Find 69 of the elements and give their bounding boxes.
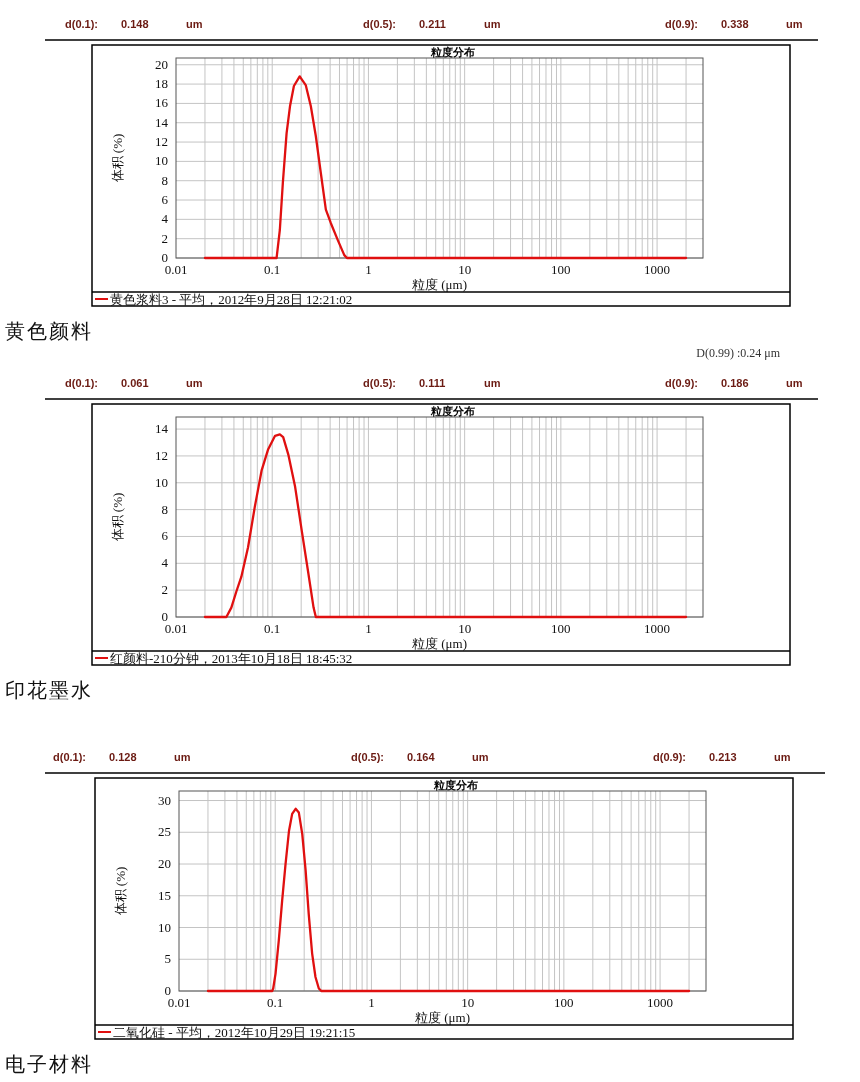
y-tick-label: 12 xyxy=(155,447,168,463)
text: d(0.9): 0.213 um xyxy=(653,751,791,763)
y-axis-title: 体积 (%) xyxy=(110,133,125,183)
x-tick-label: 0.1 xyxy=(264,262,281,277)
y-tick-label: 4 xyxy=(161,555,169,571)
y-axis-title: 体积 (%) xyxy=(110,492,125,542)
x-tick-label: 0.1 xyxy=(264,621,281,636)
y-tick-label: 2 xyxy=(161,230,168,246)
text: d(0.9): 0.338 um xyxy=(665,18,803,30)
text: d(0.1): 0.061 um xyxy=(65,377,203,389)
x-tick-label: 0.01 xyxy=(164,262,188,277)
text: D(0.99) :0.24 μm xyxy=(696,346,781,360)
text: 电子材料 xyxy=(5,1053,93,1075)
x-tick-label: 10 xyxy=(458,621,472,636)
y-tick-label: 2 xyxy=(161,582,168,598)
x-axis-title: 粒度 (μm) xyxy=(412,277,467,292)
x-tick-label: 1000 xyxy=(647,995,674,1010)
x-tick-label: 100 xyxy=(554,995,574,1010)
y-tick-label: 15 xyxy=(158,887,171,903)
y-tick-label: 20 xyxy=(158,856,171,872)
x-axis-title: 粒度 (μm) xyxy=(415,1010,470,1025)
y-tick-label: 10 xyxy=(155,474,168,490)
x-tick-label: 1 xyxy=(368,995,375,1010)
y-tick-label: 5 xyxy=(164,951,171,967)
x-axis-title: 粒度 (μm) xyxy=(412,636,467,651)
y-tick-label: 14 xyxy=(155,421,169,437)
x-tick-label: 100 xyxy=(551,621,571,636)
x-tick-label: 0.01 xyxy=(164,621,188,636)
y-tick-label: 30 xyxy=(158,792,171,808)
legend-label: 红颜料-210分钟，2013年10月18日 18:45:32 xyxy=(110,651,353,666)
y-tick-label: 8 xyxy=(161,501,168,517)
x-tick-label: 1 xyxy=(365,262,372,277)
y-axis-title: 体积 (%) xyxy=(113,866,128,916)
y-tick-label: 12 xyxy=(155,134,168,150)
x-tick-label: 1000 xyxy=(644,621,671,636)
y-tick-label: 0 xyxy=(161,250,168,265)
y-tick-label: 6 xyxy=(161,528,169,544)
x-tick-label: 10 xyxy=(458,262,472,277)
x-tick-label: 1 xyxy=(365,621,372,636)
chart-title: 粒度分布 xyxy=(432,779,478,791)
y-tick-label: 25 xyxy=(158,824,171,840)
text: d(0.9): 0.186 um xyxy=(665,377,803,389)
text: 黄色颜料 xyxy=(5,320,93,342)
y-tick-label: 10 xyxy=(158,919,171,935)
y-tick-label: 18 xyxy=(155,76,168,92)
x-tick-label: 100 xyxy=(551,262,571,277)
y-tick-label: 16 xyxy=(155,95,169,111)
y-tick-label: 20 xyxy=(155,56,168,72)
chart-title: 粒度分布 xyxy=(429,405,475,417)
text: d(0.5): 0.211 um xyxy=(363,18,501,30)
text: d(0.5): 0.164 um xyxy=(351,751,489,763)
x-tick-label: 10 xyxy=(461,995,475,1010)
x-tick-label: 0.1 xyxy=(267,995,284,1010)
legend-label: 黄色浆料3 - 平均，2012年9月28日 12:21:02 xyxy=(110,292,353,307)
text: d(0.1): 0.128 um xyxy=(53,751,191,763)
text: 印花墨水 xyxy=(5,679,93,701)
y-tick-label: 10 xyxy=(155,153,168,169)
y-tick-label: 4 xyxy=(161,211,169,227)
chart-title: 粒度分布 xyxy=(429,46,475,58)
y-tick-label: 6 xyxy=(161,192,169,208)
x-tick-label: 0.01 xyxy=(167,995,191,1010)
legend-label: 二氧化硅 - 平均，2012年10月29日 19:21:15 xyxy=(113,1025,356,1040)
y-tick-label: 8 xyxy=(161,172,168,188)
x-tick-label: 1000 xyxy=(644,262,671,277)
y-tick-label: 0 xyxy=(161,609,168,624)
text: d(0.5): 0.111 um xyxy=(363,377,501,389)
y-tick-label: 14 xyxy=(155,114,169,130)
text: d(0.1): 0.148 um xyxy=(65,18,203,30)
y-tick-label: 0 xyxy=(164,983,171,998)
